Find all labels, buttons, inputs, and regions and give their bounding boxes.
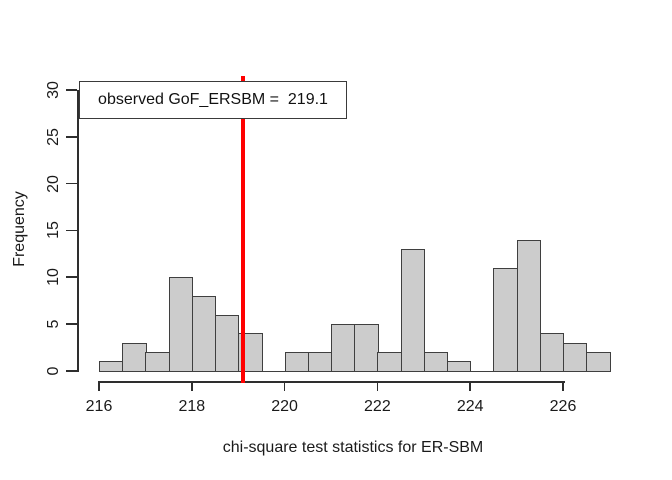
x-axis-tick-label: 220 xyxy=(271,398,298,415)
hist-bar xyxy=(516,239,541,372)
hist-bar xyxy=(423,352,449,372)
x-axis-tick xyxy=(191,381,193,392)
hist-bar xyxy=(307,352,333,372)
hist-bar xyxy=(215,314,240,372)
observed-line xyxy=(240,76,246,383)
hist-bar xyxy=(168,277,193,372)
y-axis-tick-label: 25 xyxy=(44,127,62,146)
legend-observed-value-label: observed GoF_ERSBM = 219.1 xyxy=(98,91,328,108)
hist-bar xyxy=(563,342,588,372)
hist-bar xyxy=(145,352,170,372)
x-axis-tick-label: 224 xyxy=(456,398,484,415)
x-axis-tick xyxy=(283,381,286,392)
y-axis-tick-label: 20 xyxy=(44,174,62,193)
y-axis-line xyxy=(77,90,79,373)
hist-bar xyxy=(354,324,379,372)
y-axis-tick-label: 10 xyxy=(44,268,62,287)
legend-box: observed GoF_ERSBM = 219.1 xyxy=(79,81,347,119)
x-axis-tick-label: 218 xyxy=(178,398,206,415)
y-axis-tick-label: 30 xyxy=(44,81,62,99)
hist-bar xyxy=(191,295,217,372)
y-axis-tick xyxy=(66,229,78,232)
x-axis-tick xyxy=(562,381,564,392)
x-axis-line xyxy=(99,381,565,383)
hist-bar xyxy=(122,342,147,372)
y-axis-tick xyxy=(66,370,78,372)
y-axis-title: Frequency xyxy=(11,191,28,267)
y-axis-tick xyxy=(66,89,78,91)
hist-bar xyxy=(284,352,309,372)
hist-bar xyxy=(586,352,611,372)
hist-bar xyxy=(400,249,425,372)
x-axis-title: chi-square test statistics for ER-SBM xyxy=(222,439,484,456)
x-axis-tick-label: 226 xyxy=(549,398,577,415)
x-axis-tick xyxy=(376,381,379,392)
y-axis-tick-label: 15 xyxy=(44,221,62,240)
y-axis-tick xyxy=(66,182,78,185)
hist-bar xyxy=(447,361,472,372)
y-axis-tick xyxy=(66,276,78,279)
y-axis-tick-label: 0 xyxy=(44,366,62,376)
x-axis-tick-label: 222 xyxy=(364,398,391,415)
x-axis-tick xyxy=(98,381,100,392)
x-axis-tick xyxy=(469,381,471,392)
y-axis-tick xyxy=(66,136,78,138)
hist-bar xyxy=(539,333,565,372)
hist-bar xyxy=(377,352,402,372)
y-axis-tick xyxy=(66,323,78,325)
hist-bar xyxy=(99,361,124,372)
x-axis-tick-label: 216 xyxy=(85,398,113,415)
hist-bar xyxy=(331,324,356,372)
hist-bar xyxy=(493,267,518,372)
y-axis-tick-label: 5 xyxy=(44,319,62,329)
